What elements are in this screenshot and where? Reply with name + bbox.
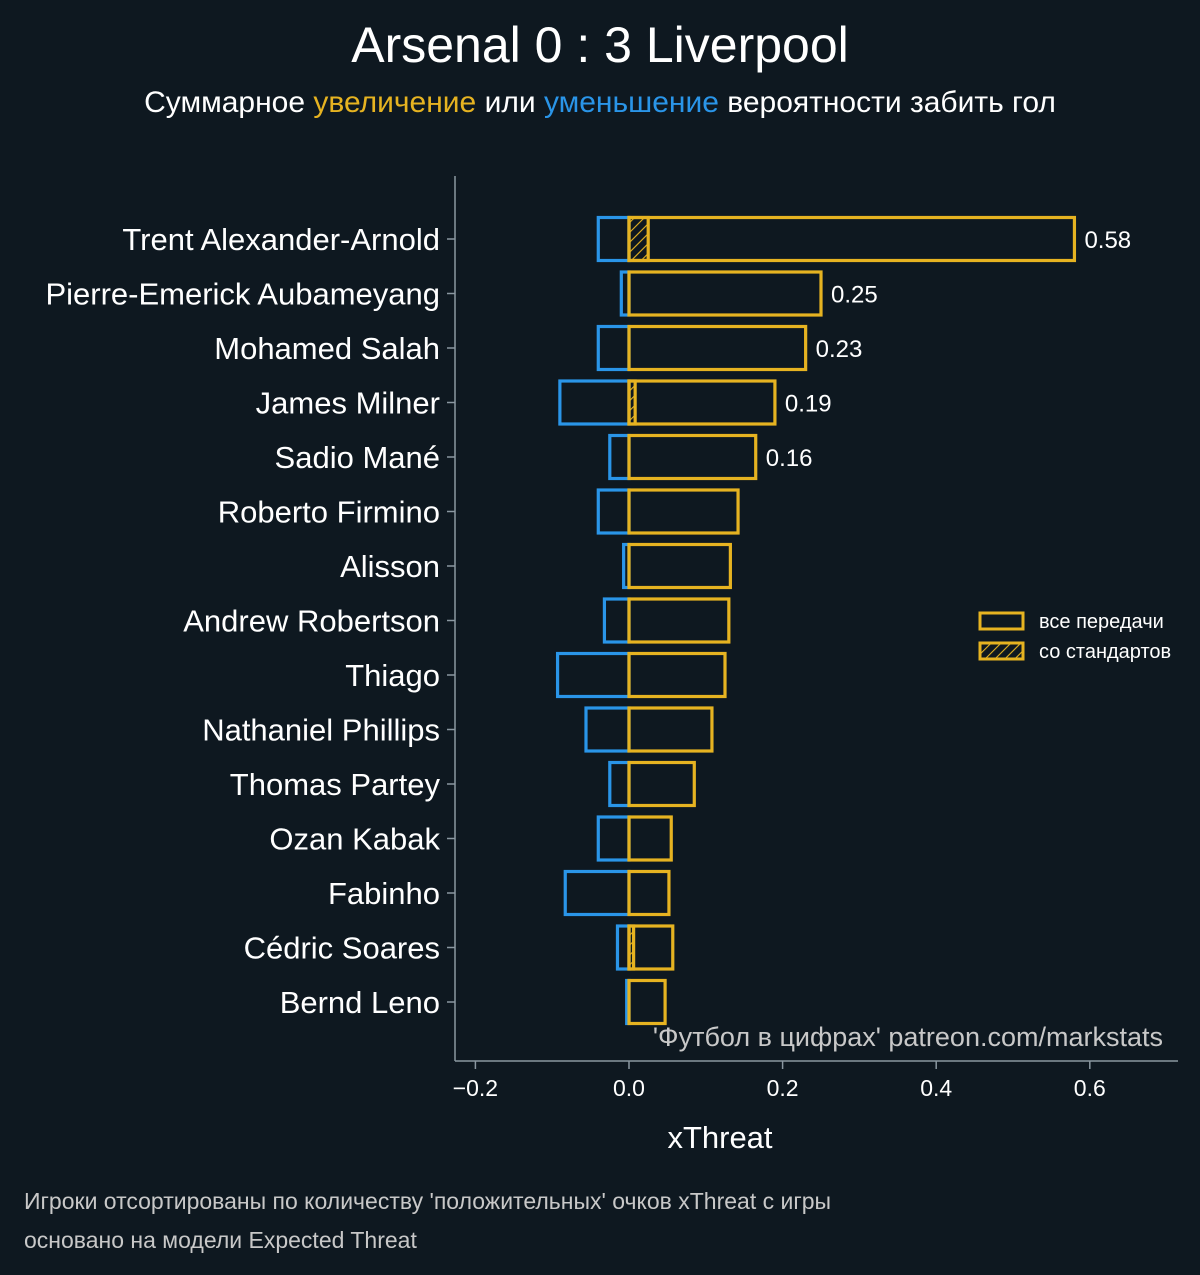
positive-bar [627,597,731,644]
set-piece-bar [627,215,650,263]
subtitle-middle: или [476,86,544,119]
positive-bar [627,542,732,590]
value-label: 0.25 [831,282,878,309]
player-label: Alisson [340,549,440,584]
value-label: 0.58 [1084,227,1131,254]
subtitle-decrease-word: уменьшение [543,86,719,119]
negative-bar [596,215,631,263]
subtitle-prefix: Суммарное [144,86,314,119]
player-label: Fabinho [328,876,440,911]
negative-bar [596,815,631,862]
player-label: Sadio Mané [275,440,440,475]
x-tick-label: −0.2 [453,1075,498,1101]
player-label: Bernd Leno [280,985,440,1020]
negative-bar [608,433,631,481]
subtitle-increase-word: увеличение [313,86,477,119]
x-tick-label: 0.6 [1074,1075,1106,1101]
player-label: Ozan Kabak [269,822,440,857]
negative-bar [602,597,631,644]
player-label: Roberto Firmino [218,495,440,530]
player-label: Pierre-Emerick Aubameyang [45,277,440,312]
x-tick-label: 0.0 [613,1075,645,1101]
positive-bar [627,815,673,862]
axes: −0.2 0.0 0.2 0.4 0.6 xThreat [447,176,1178,1155]
negative-bar [558,379,631,426]
negative-bar [615,924,631,971]
positive-bar [627,270,823,317]
footnote-sorting: Игроки отсортированы по количеству 'поло… [24,1188,832,1214]
value-label: 0.23 [816,336,863,363]
watermark: 'Футбол в цифрах' patreon.com/markstats [653,1022,1163,1052]
negative-bar [563,869,631,917]
legend-label-set-pieces: со стандартов [1039,641,1171,663]
negative-bar [596,324,631,372]
player-label: Mohamed Salah [214,331,440,366]
set-piece-bar [627,924,636,971]
bars [555,215,1077,1026]
player-label: Trent Alexander-Arnold [122,222,440,257]
legend: все передачи со стандартов [978,611,1171,663]
chart-subtitle: Суммарное увеличение или уменьшение веро… [0,86,1200,120]
player-label: Nathaniel Phillips [202,713,440,748]
player-label: James Milner [256,386,440,421]
positive-bar [627,651,727,699]
x-tick-label: 0.2 [767,1075,799,1101]
negative-bar [584,706,631,753]
value-label: 0.16 [766,445,813,472]
positive-bar [627,488,740,535]
negative-bar [596,488,631,535]
positive-bar [627,215,1077,263]
positive-bar [627,760,696,808]
chart-title: Arsenal 0 : 3 Liverpool [351,17,849,73]
positive-bar [627,706,714,753]
positive-bar [627,924,675,971]
negative-bar [608,760,631,808]
legend-swatch-all-passes [978,611,1025,631]
x-tick-label: 0.4 [920,1075,952,1101]
labels: Trent Alexander-Arnold 0.58 Pierre-Emerick… [45,222,1131,1020]
positive-bar [627,379,777,426]
x-axis-label: xThreat [667,1120,772,1155]
positive-bar [627,324,808,372]
positive-bar [627,433,758,481]
footnote-model: основано на модели Expected Threat [24,1227,417,1253]
set-piece-bar [627,379,637,426]
value-label: 0.19 [785,391,832,418]
positive-bar [627,978,667,1026]
legend-swatch-set-pieces [978,641,1025,661]
player-label: Thiago [345,658,440,693]
subtitle-suffix: вероятности забить гол [718,86,1056,119]
player-label: Thomas Partey [230,767,441,802]
negative-bar [555,651,631,699]
player-label: Andrew Robertson [183,604,440,639]
bar-chart: −0.2 0.0 0.2 0.4 0.6 xThreat Trent Alexander-… [45,176,1178,1155]
positive-bar [627,869,671,917]
legend-label-all-passes: все передачи [1039,611,1164,633]
player-label: Cédric Soares [244,931,440,966]
